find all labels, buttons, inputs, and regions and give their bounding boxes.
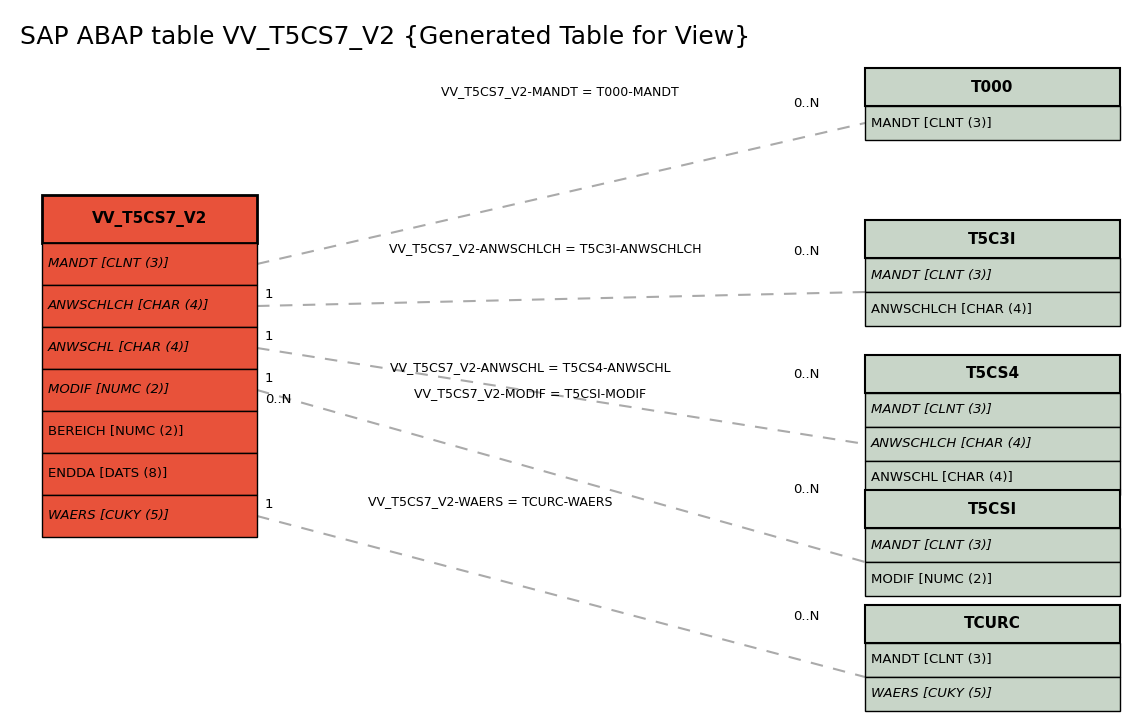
Text: T5CS4: T5CS4 <box>966 367 1019 381</box>
Text: MANDT [CLNT (3)]: MANDT [CLNT (3)] <box>871 539 992 552</box>
Bar <box>865 461 1119 495</box>
Text: ENDDA [DATS (8)]: ENDDA [DATS (8)] <box>48 468 168 481</box>
Text: 1: 1 <box>264 498 274 511</box>
Text: VV_T5CS7_V2-ANWSCHL = T5CS4-ANWSCHL: VV_T5CS7_V2-ANWSCHL = T5CS4-ANWSCHL <box>390 361 670 374</box>
Text: BEREICH [NUMC (2)]: BEREICH [NUMC (2)] <box>48 425 184 438</box>
Bar <box>865 292 1119 326</box>
Text: ANWSCHLCH [CHAR (4)]: ANWSCHLCH [CHAR (4)] <box>871 438 1033 451</box>
Text: 0..N: 0..N <box>793 97 820 110</box>
Bar <box>865 427 1119 461</box>
Text: SAP ABAP table VV_T5CS7_V2 {Generated Table for View}: SAP ABAP table VV_T5CS7_V2 {Generated Ta… <box>21 25 750 51</box>
Text: 0..N: 0..N <box>264 393 292 406</box>
Text: MANDT [CLNT (3)]: MANDT [CLNT (3)] <box>48 258 169 271</box>
Bar <box>42 411 256 453</box>
Bar <box>865 106 1119 140</box>
Bar <box>42 369 256 411</box>
Text: WAERS [CUKY (5)]: WAERS [CUKY (5)] <box>48 510 169 523</box>
Bar <box>865 258 1119 292</box>
Text: 0..N: 0..N <box>793 245 820 258</box>
Text: MODIF [NUMC (2)]: MODIF [NUMC (2)] <box>871 573 992 586</box>
Text: ANWSCHL [CHAR (4)]: ANWSCHL [CHAR (4)] <box>871 471 1012 484</box>
Text: MANDT [CLNT (3)]: MANDT [CLNT (3)] <box>871 653 992 666</box>
Bar <box>42 495 256 537</box>
Bar <box>865 355 1119 393</box>
Text: MODIF [NUMC (2)]: MODIF [NUMC (2)] <box>48 383 169 396</box>
Text: 0..N: 0..N <box>793 610 820 623</box>
Bar <box>42 195 256 243</box>
Text: 1: 1 <box>264 288 274 301</box>
Text: 0..N: 0..N <box>793 483 820 496</box>
Text: T5C3I: T5C3I <box>968 232 1017 246</box>
Text: ANWSCHLCH [CHAR (4)]: ANWSCHLCH [CHAR (4)] <box>871 303 1032 316</box>
Bar <box>42 285 256 327</box>
Text: MANDT [CLNT (3)]: MANDT [CLNT (3)] <box>871 116 992 129</box>
Text: 0..N: 0..N <box>793 368 820 381</box>
Text: MANDT [CLNT (3)]: MANDT [CLNT (3)] <box>871 404 992 417</box>
Bar <box>865 643 1119 677</box>
Text: VV_T5CS7_V2-MANDT = T000-MANDT: VV_T5CS7_V2-MANDT = T000-MANDT <box>441 85 679 98</box>
Text: VV_T5CS7_V2: VV_T5CS7_V2 <box>92 211 207 227</box>
Text: VV_T5CS7_V2-WAERS = TCURC-WAERS: VV_T5CS7_V2-WAERS = TCURC-WAERS <box>368 495 612 508</box>
Text: VV_T5CS7_V2-ANWSCHLCH = T5C3I-ANWSCHLCH: VV_T5CS7_V2-ANWSCHLCH = T5C3I-ANWSCHLCH <box>389 242 701 255</box>
Text: ANWSCHLCH [CHAR (4)]: ANWSCHLCH [CHAR (4)] <box>48 300 210 313</box>
Bar <box>865 220 1119 258</box>
Bar <box>865 562 1119 596</box>
Text: 1: 1 <box>264 372 274 385</box>
Bar <box>865 605 1119 643</box>
Bar <box>865 393 1119 427</box>
Bar <box>865 490 1119 528</box>
Text: WAERS [CUKY (5)]: WAERS [CUKY (5)] <box>871 687 992 700</box>
Bar <box>865 528 1119 562</box>
Text: T5CSI: T5CSI <box>968 502 1017 516</box>
Bar <box>42 327 256 369</box>
Text: MANDT [CLNT (3)]: MANDT [CLNT (3)] <box>871 269 992 282</box>
Text: TCURC: TCURC <box>964 617 1021 632</box>
Bar <box>865 68 1119 106</box>
Text: T000: T000 <box>971 79 1013 95</box>
Bar <box>42 243 256 285</box>
Text: 1: 1 <box>264 330 274 343</box>
Bar <box>865 677 1119 711</box>
Text: VV_T5CS7_V2-MODIF = T5CSI-MODIF: VV_T5CS7_V2-MODIF = T5CSI-MODIF <box>414 387 646 400</box>
Text: ANWSCHL [CHAR (4)]: ANWSCHL [CHAR (4)] <box>48 342 190 355</box>
Bar <box>42 453 256 495</box>
